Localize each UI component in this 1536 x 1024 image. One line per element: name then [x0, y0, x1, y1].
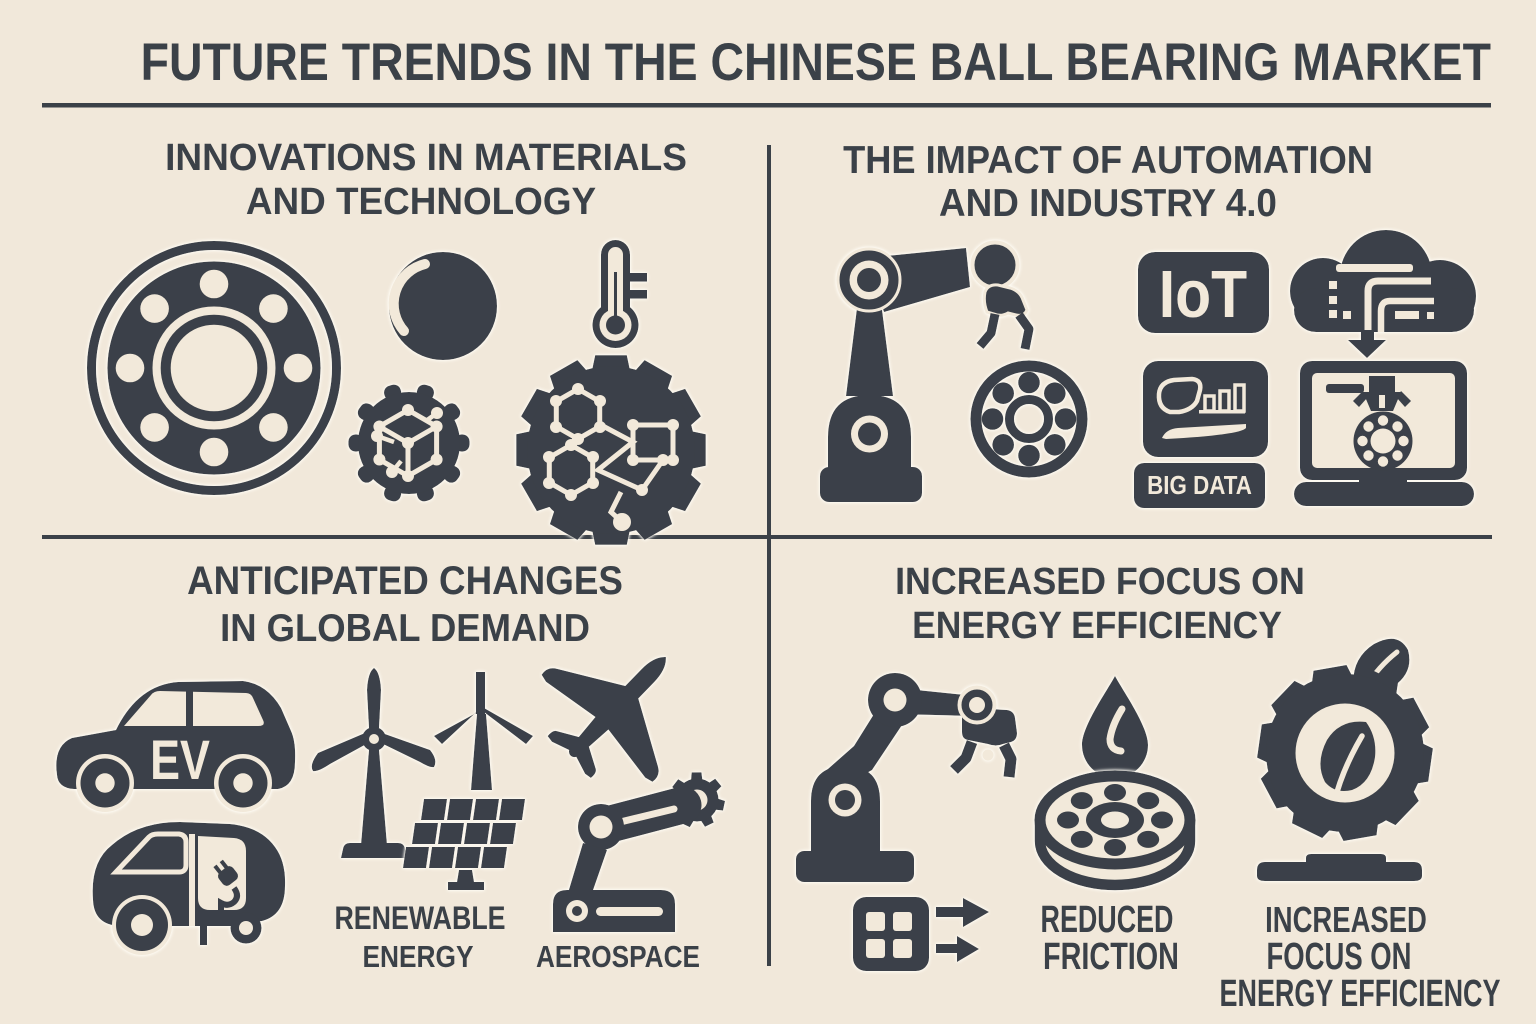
svg-text:BIG DATA: BIG DATA: [1147, 471, 1252, 500]
svg-text:EV: EV: [150, 728, 210, 791]
svg-text:IoT: IoT: [1159, 258, 1247, 332]
